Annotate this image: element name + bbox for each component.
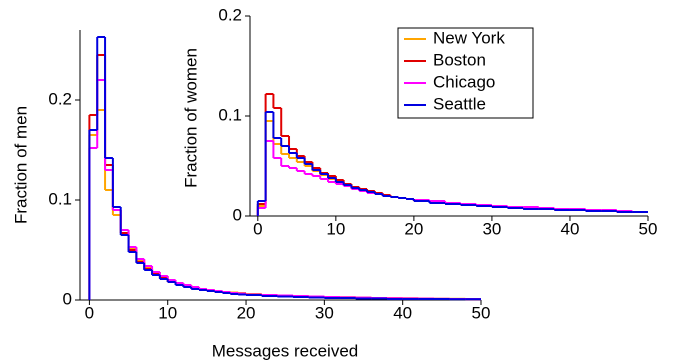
x-tick-label: 30 — [482, 219, 501, 238]
legend-label: Seattle — [433, 94, 486, 113]
y-tick-label: 0.2 — [48, 89, 72, 108]
y-axis-label: Fraction of men — [11, 106, 30, 224]
x-tick-label: 20 — [404, 219, 423, 238]
legend-label: Chicago — [433, 72, 495, 91]
x-tick-label: 10 — [326, 219, 345, 238]
x-tick-label: 10 — [158, 303, 177, 322]
x-tick-label: 50 — [472, 303, 491, 322]
x-tick-label: 40 — [560, 219, 579, 238]
legend-box — [397, 27, 534, 119]
y-tick-label: 0 — [63, 289, 72, 308]
y-tick-label: 0.1 — [48, 189, 72, 208]
legend-label: New York — [433, 28, 505, 47]
x-tick-label: 20 — [237, 303, 256, 322]
x-tick-label: 0 — [253, 219, 262, 238]
y-tick-label: 0.1 — [218, 105, 242, 124]
y-tick-label: 0 — [233, 205, 242, 224]
y-tick-label: 0.2 — [218, 5, 242, 24]
y-axis-label: Fraction of women — [181, 48, 200, 188]
x-tick-label: 50 — [639, 219, 658, 238]
x-tick-label: 0 — [85, 303, 94, 322]
legend-label: Boston — [433, 50, 486, 69]
x-tick-label: 30 — [315, 303, 334, 322]
x-tick-label: 40 — [393, 303, 412, 322]
x-axis-label: Messages received — [212, 341, 358, 360]
